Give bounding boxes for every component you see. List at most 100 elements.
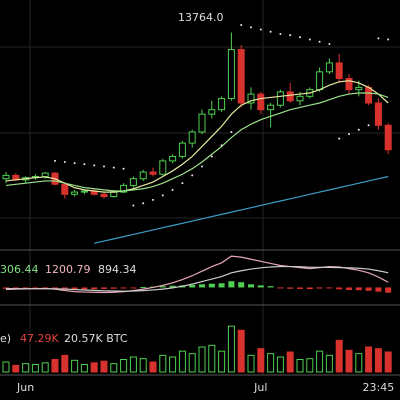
sar-dot (210, 155, 213, 158)
sar-dot (269, 30, 272, 33)
sar-dot (103, 165, 105, 168)
sar-dot (377, 37, 380, 40)
macd-bar (218, 283, 225, 288)
macd-bar (71, 287, 78, 290)
candle-body (41, 172, 49, 177)
volume-bar (31, 364, 39, 373)
sar-dot (289, 34, 292, 37)
sar-dot (63, 161, 66, 164)
volume-bar (208, 344, 216, 373)
sar-dot (338, 137, 341, 140)
candle-body (316, 71, 324, 91)
macd-bar (248, 284, 254, 288)
volume-bar (51, 359, 59, 373)
sar-dot (132, 204, 135, 207)
volume-bar (129, 356, 137, 373)
macd-bar (32, 287, 39, 289)
sar-dot (387, 38, 390, 41)
candle-body (178, 142, 186, 157)
candle-body (374, 102, 382, 126)
macd-bar (228, 281, 235, 288)
macd-bar (159, 286, 166, 288)
macd-dea (5, 265, 389, 292)
sar-dot (357, 128, 360, 131)
candle-body (237, 49, 245, 104)
macd-label: 1200.79 (45, 263, 91, 276)
macd-bar (22, 287, 29, 289)
candle-body (110, 191, 118, 198)
sar-dot (299, 36, 301, 39)
high-annotation: 13764.0 (178, 11, 224, 24)
candle-body (247, 93, 255, 104)
volume-bar (198, 346, 206, 373)
macd-bar (3, 287, 9, 289)
volume-bar (61, 354, 69, 373)
volume-bar (276, 356, 284, 373)
candle-body (267, 104, 275, 111)
candle-body (71, 191, 79, 195)
macd-bar (120, 287, 127, 289)
candle-body (227, 49, 235, 100)
macd-bar (346, 287, 352, 290)
volume-bar (90, 362, 98, 373)
sar-dot (142, 202, 145, 205)
macd-bar (130, 287, 137, 289)
volume-bar (169, 356, 177, 373)
candle-body (188, 131, 196, 144)
candle-body (286, 91, 294, 102)
macd-bar (257, 285, 264, 288)
sar-dot (152, 198, 154, 201)
volume-bar (237, 329, 245, 373)
macd-bar (267, 286, 274, 288)
sar-dot (54, 159, 56, 162)
candle-body (257, 93, 265, 111)
volume-bar (12, 364, 20, 373)
volume-label: 20.57K BTC (64, 332, 128, 345)
candle-body (120, 184, 128, 193)
sar-dot (250, 26, 252, 29)
macd-bar (238, 282, 245, 288)
volume-bar (149, 361, 157, 373)
volume-bar (335, 339, 343, 373)
volume-bar (41, 362, 49, 373)
candle-body (169, 155, 177, 162)
sar-dot (230, 130, 233, 133)
macd-label: 306.44 (0, 263, 39, 276)
macd-bar (336, 287, 343, 290)
sar-dot (161, 194, 164, 197)
volume-bar (267, 353, 275, 373)
candle-body (100, 193, 108, 198)
volume-bar (110, 363, 118, 373)
sar-dot (279, 32, 282, 35)
candle-body (61, 183, 69, 195)
candle-body (384, 124, 392, 151)
volume-bar (296, 359, 304, 373)
volume-bar (227, 325, 235, 373)
macd-bar (306, 287, 313, 290)
macd-bar (52, 287, 58, 289)
volume-label: 47.29K (20, 332, 59, 345)
x-tick-label: Jul (253, 381, 267, 394)
sar-dot (348, 133, 350, 136)
sar-dot (240, 24, 243, 27)
volume-bar (100, 360, 108, 373)
candle-body (149, 171, 157, 175)
macd-bar (61, 287, 68, 290)
sar-dot (328, 42, 331, 45)
volume-bar (355, 353, 363, 373)
candle-body (159, 160, 167, 175)
sar-dot (367, 124, 370, 127)
sar-dot (93, 164, 96, 167)
candle-body (276, 91, 284, 106)
macd-bar (91, 287, 98, 290)
volume-label: e) (0, 332, 11, 345)
candle-body (2, 174, 10, 180)
candle-body (365, 86, 373, 104)
candle-body (355, 86, 363, 91)
candle-body (198, 113, 206, 133)
volume-bar (71, 359, 79, 373)
candle-body (296, 95, 304, 102)
candle-body (208, 109, 216, 115)
